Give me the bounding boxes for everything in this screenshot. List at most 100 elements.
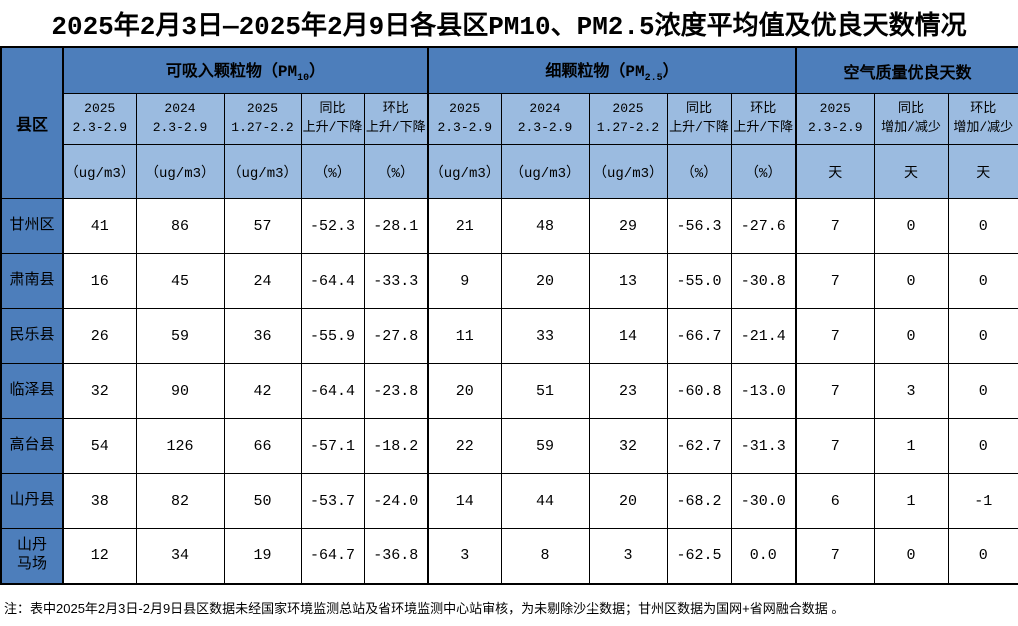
value-cell: 36	[223, 308, 302, 364]
county-label: 高台县	[0, 418, 64, 474]
value-cell: 20	[427, 363, 502, 419]
unit-header-cell: （%）	[730, 144, 797, 199]
value-cell: 0	[873, 308, 949, 364]
value-cell: 38	[62, 473, 137, 529]
value-cell: -68.2	[666, 473, 732, 529]
table-row: 肃南县 16 45 24 -64.4 -33.3 9 20 13 -55.0 -30.8 7 0 0	[0, 253, 1018, 309]
value-cell: 12	[62, 528, 137, 584]
table-row: 高台县 54 126 66 -57.1 -18.2 22 59 32 -62.7 -31.3 7 1 0	[0, 418, 1018, 474]
value-cell: 33	[500, 308, 590, 364]
value-cell: -62.5	[666, 528, 732, 584]
period-header-cell: 2025 2.3-2.9	[427, 93, 502, 145]
period-header-cell: 同比 增加/减少	[873, 93, 949, 145]
group-header-pm25: 细颗粒物（PM2.5）	[426, 46, 797, 94]
group-pm25-label: 细颗粒物（PM	[545, 63, 645, 81]
pollution-table: 县区 可吸入颗粒物（PM10） 细颗粒物（PM2.5） 空气质量优良天数 202…	[0, 46, 1018, 585]
unit-header-cell: （%）	[363, 144, 429, 199]
period-header-cell: 2025 1.27-2.2	[223, 93, 302, 145]
table-body: 甘州区 41 86 57 -52.3 -28.1 21 48 29 -56.3 -27.6 7 0 0 肃南…	[0, 198, 1018, 584]
value-cell: 0	[947, 198, 1018, 254]
county-label: 肃南县	[0, 253, 64, 309]
value-cell: 54	[62, 418, 137, 474]
table-row: 民乐县 26 59 36 -55.9 -27.8 11 33 14 -66.7 -21.4 7 0 0	[0, 308, 1018, 364]
value-cell: 21	[427, 198, 502, 254]
period-header-cell: 环比 增加/减少	[947, 93, 1018, 145]
value-cell: -66.7	[666, 308, 732, 364]
table-row: 甘州区 41 86 57 -52.3 -28.1 21 48 29 -56.3 -27.6 7 0 0	[0, 198, 1018, 254]
value-cell: 23	[588, 363, 668, 419]
unit-header-cell: 天	[947, 144, 1018, 199]
value-cell: 13	[588, 253, 668, 309]
period-header-cell: 2025 2.3-2.9	[795, 93, 875, 145]
period-header-cell: 2024 2.3-2.9	[135, 93, 225, 145]
value-cell: -64.7	[300, 528, 365, 584]
value-cell: -53.7	[300, 473, 365, 529]
unit-header-cell: （ug/m3）	[427, 144, 502, 199]
value-cell: -52.3	[300, 198, 365, 254]
value-cell: 44	[500, 473, 590, 529]
period-header-cell: 2025 1.27-2.2	[588, 93, 668, 145]
period-header-cell: 环比 上升/下降	[363, 93, 429, 145]
value-cell: 14	[427, 473, 502, 529]
value-cell: 19	[223, 528, 302, 584]
value-cell: -60.8	[666, 363, 732, 419]
value-cell: 3	[588, 528, 668, 584]
period-header-row: 2025 2.3-2.9 2024 2.3-2.9 2025 1.27-2.2 同比 …	[1, 93, 1018, 145]
value-cell: 42	[223, 363, 302, 419]
value-cell: 26	[62, 308, 137, 364]
value-cell: -30.0	[730, 473, 797, 529]
table-row: 山丹 马场 12 34 19 -64.7 -36.8 3 8 3 -62.5 0.0 7 0 0	[0, 528, 1018, 584]
value-cell: -64.4	[300, 363, 365, 419]
value-cell: 82	[135, 473, 225, 529]
period-header-cell: 环比 上升/下降	[730, 93, 797, 145]
value-cell: -56.3	[666, 198, 732, 254]
value-cell: 32	[588, 418, 668, 474]
value-cell: 41	[62, 198, 137, 254]
unit-header-cell: 天	[795, 144, 875, 199]
value-cell: 34	[135, 528, 225, 584]
unit-header-cell: （ug/m3）	[500, 144, 590, 199]
value-cell: 45	[135, 253, 225, 309]
unit-header-cell: （%）	[666, 144, 732, 199]
value-cell: 7	[795, 308, 875, 364]
value-cell: -27.6	[730, 198, 797, 254]
value-cell: 0	[947, 528, 1018, 584]
value-cell: -30.8	[730, 253, 797, 309]
value-cell: -28.1	[363, 198, 429, 254]
value-cell: -33.3	[363, 253, 429, 309]
value-cell: 20	[500, 253, 590, 309]
period-header-cell: 同比 上升/下降	[666, 93, 732, 145]
value-cell: 59	[500, 418, 590, 474]
value-cell: -62.7	[666, 418, 732, 474]
value-cell: 0	[873, 198, 949, 254]
value-cell: 1	[873, 473, 949, 529]
value-cell: 3	[873, 363, 949, 419]
value-cell: 0	[947, 308, 1018, 364]
value-cell: -18.2	[363, 418, 429, 474]
period-header-cell: 同比 上升/下降	[300, 93, 365, 145]
value-cell: -13.0	[730, 363, 797, 419]
value-cell: 7	[795, 528, 875, 584]
footnote: 注：表中2025年2月3日-2月9日县区数据未经国家环境监测总站及省环境监测中心…	[4, 600, 845, 616]
table-row: 临泽县 32 90 42 -64.4 -23.8 20 51 23 -60.8 -13.0 7 3 0	[0, 363, 1018, 419]
unit-header-row: （ug/m3） （ug/m3） （ug/m3） （%） （%） （ug/m3） （ug/m3…	[1, 144, 1018, 199]
county-column-header: 县区	[0, 46, 64, 199]
value-cell: 7	[795, 418, 875, 474]
period-header-cell: 2025 2.3-2.9	[62, 93, 137, 145]
value-cell: 14	[588, 308, 668, 364]
value-cell: -27.8	[363, 308, 429, 364]
value-cell: 0	[873, 253, 949, 309]
value-cell: 16	[62, 253, 137, 309]
value-cell: -55.9	[300, 308, 365, 364]
value-cell: 86	[135, 198, 225, 254]
value-cell: 8	[500, 528, 590, 584]
unit-header-cell: （ug/m3）	[223, 144, 302, 199]
value-cell: -21.4	[730, 308, 797, 364]
value-cell: 20	[588, 473, 668, 529]
unit-header-cell: 天	[873, 144, 949, 199]
county-label: 临泽县	[0, 363, 64, 419]
period-header-cell: 2024 2.3-2.9	[500, 93, 590, 145]
group-header-pm10: 可吸入颗粒物（PM10）	[62, 46, 429, 94]
value-cell: 90	[135, 363, 225, 419]
value-cell: 6	[795, 473, 875, 529]
